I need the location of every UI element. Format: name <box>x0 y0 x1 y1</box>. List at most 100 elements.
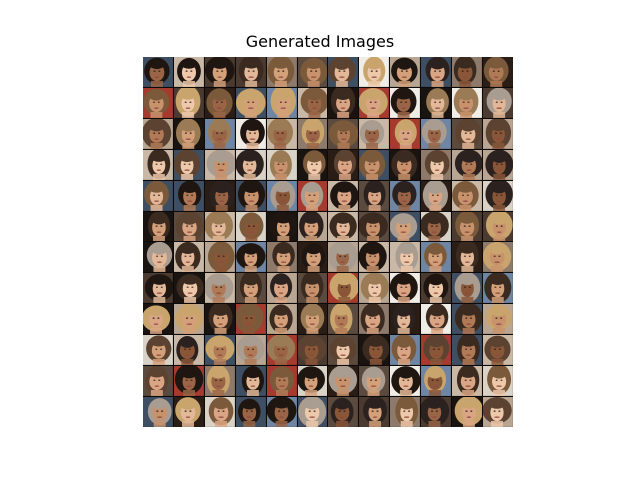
face-image-tile <box>235 397 266 427</box>
face-image-tile <box>297 366 328 397</box>
face-image-tile <box>359 335 390 366</box>
face-image-tile <box>483 180 513 211</box>
face-image-tile <box>266 118 297 149</box>
face-image-tile <box>483 87 513 118</box>
face-image-tile <box>390 273 421 304</box>
face-image-tile <box>328 87 359 118</box>
face-image-tile <box>483 57 513 87</box>
face-image-tile <box>328 180 359 211</box>
face-image-tile <box>173 87 204 118</box>
face-image-tile <box>143 211 173 242</box>
face-image-tile <box>452 149 483 180</box>
face-image-tile <box>143 304 173 335</box>
face-image-tile <box>452 118 483 149</box>
face-image-tile <box>421 180 452 211</box>
face-image-tile <box>204 118 235 149</box>
face-image-tile <box>173 57 204 87</box>
face-image-tile <box>390 87 421 118</box>
face-image-tile <box>266 397 297 427</box>
face-image-tile <box>421 211 452 242</box>
face-image-tile <box>173 273 204 304</box>
face-image-tile <box>390 149 421 180</box>
face-image-tile <box>173 242 204 273</box>
face-image-tile <box>452 180 483 211</box>
face-image-tile <box>452 87 483 118</box>
face-image-tile <box>483 335 513 366</box>
face-image-tile <box>390 366 421 397</box>
face-image-tile <box>390 397 421 427</box>
face-image-tile <box>204 397 235 427</box>
face-image-tile <box>204 366 235 397</box>
face-image-tile <box>266 335 297 366</box>
face-image-tile <box>235 180 266 211</box>
face-image-tile <box>235 211 266 242</box>
face-image-tile <box>328 242 359 273</box>
face-image-tile <box>297 57 328 87</box>
face-image-tile <box>235 57 266 87</box>
face-image-tile <box>235 366 266 397</box>
face-image-tile <box>143 397 173 427</box>
image-grid <box>143 57 513 427</box>
face-image-tile <box>235 118 266 149</box>
face-image-tile <box>421 335 452 366</box>
figure-title: Generated Images <box>245 32 395 51</box>
face-image-tile <box>359 57 390 87</box>
face-image-tile <box>328 366 359 397</box>
face-image-tile <box>483 242 513 273</box>
face-image-tile <box>328 335 359 366</box>
face-image-tile <box>390 304 421 335</box>
face-image-tile <box>143 118 173 149</box>
face-image-tile <box>297 149 328 180</box>
face-image-tile <box>328 149 359 180</box>
face-image-tile <box>204 57 235 87</box>
face-image-tile <box>421 242 452 273</box>
face-image-tile <box>390 57 421 87</box>
face-image-tile <box>483 118 513 149</box>
face-image-tile <box>359 273 390 304</box>
face-image-tile <box>390 180 421 211</box>
face-image-tile <box>421 273 452 304</box>
face-image-tile <box>235 273 266 304</box>
face-image-tile <box>328 57 359 87</box>
face-image-tile <box>266 242 297 273</box>
face-image-tile <box>359 211 390 242</box>
face-image-tile <box>235 335 266 366</box>
face-image-tile <box>483 397 513 427</box>
face-image-tile <box>452 366 483 397</box>
face-image-tile <box>235 304 266 335</box>
face-image-tile <box>204 149 235 180</box>
face-image-tile <box>421 304 452 335</box>
face-image-tile <box>173 366 204 397</box>
face-image-tile <box>390 242 421 273</box>
face-image-tile <box>421 87 452 118</box>
face-image-tile <box>204 242 235 273</box>
face-image-tile <box>452 242 483 273</box>
face-image-tile <box>359 397 390 427</box>
face-image-tile <box>297 242 328 273</box>
face-image-tile <box>204 273 235 304</box>
face-image-tile <box>266 149 297 180</box>
face-image-tile <box>143 242 173 273</box>
face-image-tile <box>143 180 173 211</box>
face-image-tile <box>143 366 173 397</box>
face-image-tile <box>143 57 173 87</box>
face-image-tile <box>452 211 483 242</box>
face-image-tile <box>235 149 266 180</box>
face-image-tile <box>204 304 235 335</box>
face-image-tile <box>452 397 483 427</box>
face-image-tile <box>483 211 513 242</box>
face-image-tile <box>359 149 390 180</box>
face-image-tile <box>297 118 328 149</box>
face-image-tile <box>297 273 328 304</box>
face-image-tile <box>173 397 204 427</box>
face-image-tile <box>266 366 297 397</box>
face-image-tile <box>452 273 483 304</box>
face-image-tile <box>235 242 266 273</box>
face-image-tile <box>390 118 421 149</box>
face-image-tile <box>359 118 390 149</box>
face-image-tile <box>297 180 328 211</box>
face-image-tile <box>266 180 297 211</box>
face-image-tile <box>421 366 452 397</box>
face-image-tile <box>390 211 421 242</box>
